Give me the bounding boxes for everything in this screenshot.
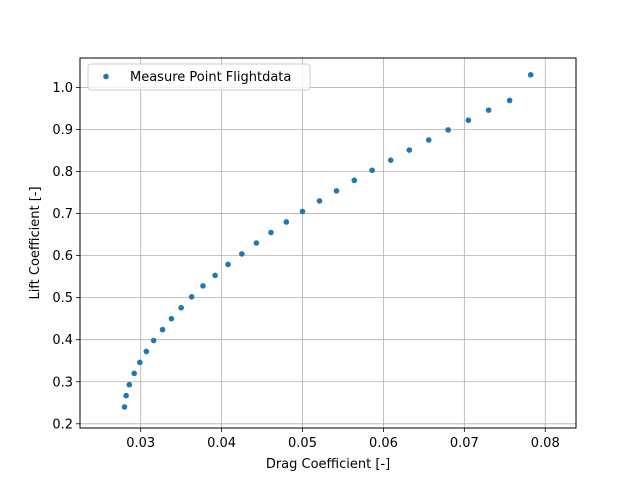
data-point (369, 167, 375, 174)
data-point (178, 304, 184, 311)
data-point (239, 251, 245, 257)
data-point (143, 348, 150, 355)
axes-frame (79, 57, 577, 429)
data-point (387, 157, 394, 163)
data-point (168, 315, 175, 322)
data-point (126, 381, 133, 388)
data-points (121, 72, 534, 410)
legend-marker (103, 73, 109, 80)
x-axis-title: Drag Coefficient [-] (266, 457, 390, 472)
data-point (225, 261, 231, 268)
data-point (425, 137, 432, 143)
data-point (406, 147, 413, 153)
legend-box (87, 63, 311, 91)
x-tick-label: 0.03 (126, 436, 155, 451)
y-tick-label: 0.8 (52, 165, 73, 180)
data-point (150, 337, 157, 344)
data-point (316, 198, 323, 204)
y-tick-label: 0.6 (52, 249, 73, 264)
data-point (123, 392, 129, 399)
y-tick-label: 0.9 (52, 123, 73, 138)
x-tick-label: 0.05 (288, 436, 317, 451)
data-point (351, 177, 358, 184)
data-point (506, 97, 513, 104)
data-point (333, 188, 340, 194)
x-axis-ticks: 0.03 0.04 0.05 0.06 0.07 0.08 (126, 428, 560, 451)
y-tick-label: 0.3 (52, 375, 73, 390)
y-axis-ticks: 0.2 0.3 0.4 0.5 0.6 0.7 0.8 0.9 1.0 (52, 81, 80, 432)
x-tick-label: 0.06 (369, 436, 398, 451)
data-point (465, 117, 472, 124)
y-tick-label: 0.5 (52, 291, 73, 306)
y-tick-label: 0.2 (52, 417, 73, 432)
data-point (188, 294, 195, 300)
y-axis-title: Lift Coefficient [-] (28, 186, 43, 299)
grid-lines (80, 58, 576, 428)
x-tick-label: 0.04 (207, 436, 236, 451)
data-point (131, 370, 138, 377)
x-tick-label: 0.08 (531, 436, 560, 451)
data-point (121, 404, 128, 410)
data-point (212, 272, 218, 279)
data-point (253, 240, 260, 246)
y-tick-label: 1.0 (52, 81, 73, 96)
legend: Measure Point Flightdata (87, 63, 311, 91)
data-point (283, 219, 290, 225)
data-point (268, 229, 274, 236)
data-point (445, 127, 451, 133)
data-point (159, 326, 166, 333)
data-point (485, 107, 492, 113)
data-point (137, 359, 143, 366)
legend-label: Measure Point Flightdata (130, 70, 291, 85)
x-tick-label: 0.07 (450, 436, 479, 451)
data-point (200, 283, 206, 289)
data-point (299, 208, 306, 215)
data-point (527, 72, 534, 78)
y-tick-label: 0.7 (52, 207, 73, 222)
y-tick-label: 0.4 (52, 333, 73, 348)
